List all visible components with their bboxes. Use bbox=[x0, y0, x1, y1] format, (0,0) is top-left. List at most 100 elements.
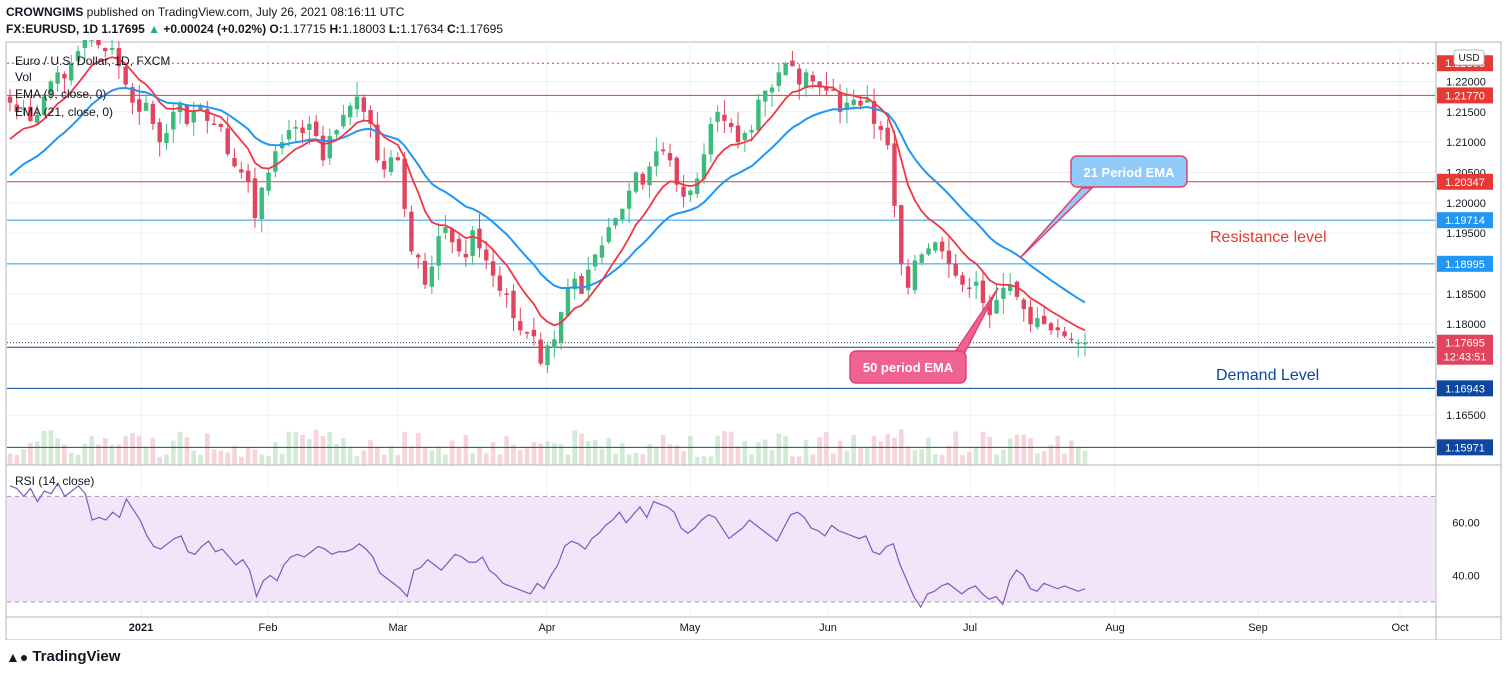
candle-body bbox=[994, 299, 999, 314]
candle-body bbox=[184, 104, 190, 124]
volume-bar bbox=[1069, 440, 1074, 465]
volume-bar bbox=[660, 435, 666, 465]
indicator-legend: Euro / U.S. Dollar, 1D, FXCM Vol EMA (9,… bbox=[15, 54, 170, 488]
volume-bar bbox=[1014, 434, 1020, 465]
time-tick-label: Jun bbox=[819, 622, 837, 634]
level-price-text: 1.15971 bbox=[1445, 442, 1485, 454]
candle-body bbox=[341, 114, 346, 127]
volume-bar bbox=[184, 437, 190, 465]
currency-badge[interactable] bbox=[1453, 49, 1485, 66]
volume-bar bbox=[483, 453, 489, 465]
time-tick-label: Mar bbox=[389, 622, 408, 634]
countdown-text: 12:43:51 bbox=[1444, 352, 1487, 364]
volume-bar bbox=[463, 434, 469, 465]
candle-body bbox=[939, 241, 945, 252]
volume-bar bbox=[633, 452, 639, 465]
candle-body bbox=[654, 151, 659, 167]
volume-bar bbox=[259, 454, 265, 465]
volume-bar bbox=[170, 440, 176, 465]
price-axis[interactable]: 1.220001.215001.210001.205001.200001.195… bbox=[1446, 76, 1486, 422]
symbol-label[interactable]: FX:EURUSD, 1D bbox=[6, 22, 99, 36]
level-price-text: 1.20347 bbox=[1445, 177, 1485, 189]
candle-body bbox=[1082, 342, 1088, 345]
volume-bar bbox=[674, 445, 680, 465]
candle-body bbox=[82, 40, 88, 48]
volume-bar bbox=[116, 444, 122, 465]
candle-body bbox=[456, 238, 462, 252]
candle-body bbox=[694, 178, 700, 194]
published-text: published on TradingView.com, July 26, 2… bbox=[86, 5, 405, 19]
level-price-tag bbox=[1437, 439, 1493, 456]
volume-bar bbox=[102, 437, 108, 465]
volume-bar bbox=[381, 454, 387, 465]
volume-bar bbox=[55, 438, 60, 465]
candle-body bbox=[613, 217, 618, 226]
candle-body bbox=[953, 263, 958, 276]
level-price-text: 1.16943 bbox=[1445, 383, 1485, 395]
volume-bar bbox=[449, 440, 455, 465]
volume-bar bbox=[205, 433, 210, 465]
candle-body bbox=[844, 102, 850, 110]
level-price-tag bbox=[1437, 380, 1493, 397]
candle-body bbox=[960, 275, 965, 285]
candle-body bbox=[252, 178, 258, 218]
volume-bar bbox=[429, 450, 435, 465]
candle-body bbox=[35, 114, 40, 123]
volume-bar bbox=[1055, 435, 1061, 465]
callout-21-pointer bbox=[1019, 187, 1094, 259]
candle-body bbox=[647, 166, 652, 186]
legend-ema9: EMA (9, close, 0) bbox=[15, 87, 106, 101]
volume-bar bbox=[211, 449, 217, 465]
volume-bar bbox=[885, 434, 890, 465]
rsi-band bbox=[7, 496, 1435, 602]
candle-body bbox=[443, 227, 448, 233]
volume-bar bbox=[871, 435, 877, 465]
annotation-50-ema[interactable]: 50 period EMA bbox=[849, 287, 999, 384]
candle-body bbox=[742, 133, 748, 141]
candle-body bbox=[368, 110, 373, 124]
rsi-pane: 60.00 40.00 bbox=[7, 481, 1480, 609]
candle-body bbox=[1014, 281, 1020, 297]
volume-bar bbox=[490, 442, 496, 465]
volume-bar bbox=[191, 450, 197, 465]
annotation-21-ema[interactable]: 21 Period EMA bbox=[1019, 155, 1188, 259]
callout-21-text: 21 Period EMA bbox=[1083, 165, 1175, 180]
volume-bar bbox=[320, 435, 326, 465]
volume-bar bbox=[524, 447, 530, 465]
time-axis[interactable]: 2021 Feb Mar Apr May Jun Jul Aug Sep Oct bbox=[129, 622, 1409, 634]
volume-bar bbox=[456, 448, 462, 465]
volume-bar bbox=[511, 444, 516, 465]
candle-body bbox=[776, 72, 782, 86]
tradingview-logo[interactable]: ▲● TradingView bbox=[6, 648, 120, 665]
close-label: C: bbox=[446, 22, 460, 36]
volume-bar bbox=[354, 456, 360, 465]
candle-body bbox=[626, 190, 632, 209]
candle-body bbox=[313, 121, 319, 137]
candle-body bbox=[722, 114, 727, 121]
candle-body bbox=[7, 96, 13, 103]
volume-bar bbox=[293, 432, 299, 465]
candle-body bbox=[558, 312, 564, 343]
candle-body bbox=[946, 250, 952, 264]
volume-bar bbox=[824, 432, 829, 465]
volume-bar bbox=[436, 446, 441, 465]
candle-body bbox=[708, 123, 713, 155]
resistance-level-label: Resistance level bbox=[1210, 229, 1327, 246]
price-tick-label: 1.18500 bbox=[1446, 289, 1486, 301]
candle-body bbox=[429, 266, 435, 287]
level-price-labels: 1.223081.217701.203471.197141.189951.176… bbox=[1437, 55, 1493, 456]
volume-bar bbox=[14, 454, 20, 465]
candle-body bbox=[1041, 315, 1047, 325]
candle-body bbox=[320, 135, 326, 161]
candle-body bbox=[892, 143, 897, 206]
volume-bar bbox=[1075, 447, 1081, 465]
publisher-name[interactable]: CROWNGIMS bbox=[6, 5, 84, 19]
tradingview-logo-icon: ▲● bbox=[6, 648, 29, 665]
volume-bar bbox=[1062, 453, 1067, 465]
candle-body bbox=[375, 124, 380, 161]
volume-bar bbox=[953, 431, 959, 465]
candle-body bbox=[749, 129, 754, 133]
horizontal-levels[interactable] bbox=[7, 62, 1435, 448]
volume-bar bbox=[109, 444, 115, 465]
